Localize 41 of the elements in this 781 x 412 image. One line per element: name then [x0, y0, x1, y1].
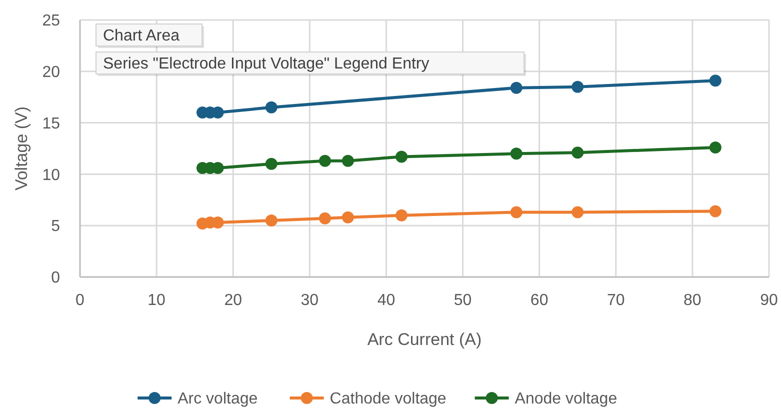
point [342, 154, 354, 167]
y-tick-label: 15 [42, 115, 60, 132]
x-tick-label: 60 [530, 292, 548, 309]
x-tick-label: 80 [684, 292, 702, 309]
point [510, 148, 522, 160]
point [265, 158, 278, 170]
point [510, 206, 522, 218]
x-tick-label: 0 [76, 292, 85, 309]
annotation: Series "Electrode Input Voltage" Legend Entry [103, 56, 430, 73]
point [572, 146, 584, 159]
legend-label: Anode voltage [514, 390, 618, 408]
point [265, 214, 278, 226]
y-axis-title: Voltage (V) [12, 106, 31, 191]
point [265, 101, 278, 114]
point [396, 209, 408, 222]
x-tick-label: 70 [606, 292, 625, 309]
y-tick-label: 25 [42, 12, 60, 30]
point [510, 82, 522, 94]
point [318, 212, 331, 224]
y-tick-label: 5 [51, 218, 60, 236]
point [572, 206, 584, 218]
x-tick-label: 10 [148, 292, 166, 309]
x-tick-label: 40 [377, 292, 396, 309]
point [318, 154, 331, 167]
y-tick-label: 10 [42, 166, 60, 184]
annotation: Chart Area [103, 28, 180, 45]
y-tick-label: 0 [51, 270, 60, 287]
x-tick-label: 50 [454, 292, 472, 309]
point [572, 80, 584, 93]
point [709, 205, 722, 218]
x-axis-title: Arc Current (A) [367, 330, 482, 349]
legend-label: Arc voltage [178, 390, 258, 408]
x-tick-label: 30 [300, 292, 319, 309]
point [709, 141, 722, 154]
legend-label: Cathode voltage [330, 390, 446, 408]
x-tick-label: 20 [224, 292, 242, 309]
y-tick-label: 20 [42, 64, 60, 81]
point [709, 74, 722, 87]
point [396, 150, 408, 163]
point [342, 211, 354, 224]
x-tick-label: 90 [760, 292, 778, 309]
